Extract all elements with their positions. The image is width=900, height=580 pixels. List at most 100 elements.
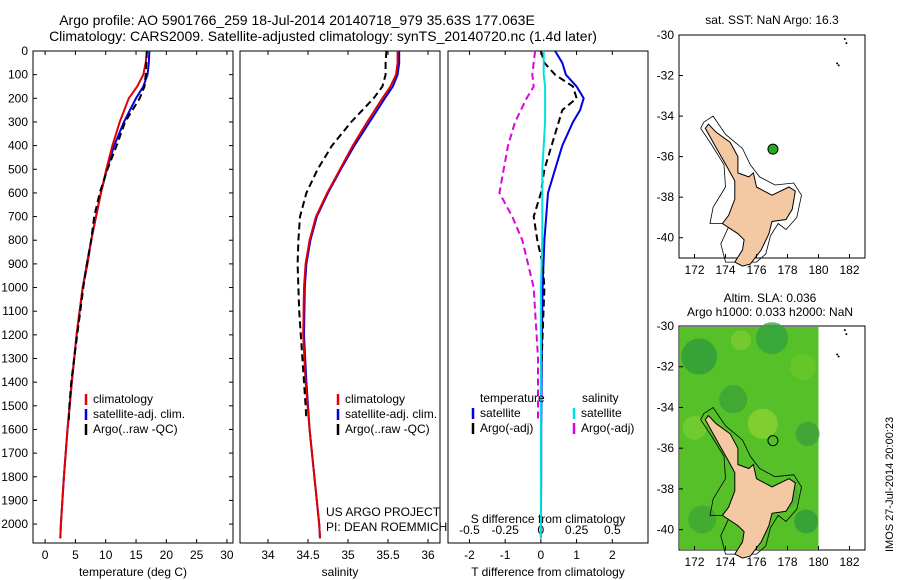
sla-anomaly-patch: [794, 509, 819, 534]
lat-tick-label: -40: [657, 523, 675, 537]
sla-anomaly-patch: [756, 322, 788, 355]
y-tick-label: 1400: [1, 375, 28, 389]
sla-anomaly-patch: [790, 353, 816, 380]
legend-entry-1: Argo(-adj): [480, 421, 533, 435]
sla-anomaly-patch: [731, 330, 751, 351]
sla-anomaly-patch: [681, 338, 718, 375]
lon-tick-label: 180: [808, 263, 828, 277]
x-axis-label: temperature (deg C): [79, 565, 187, 579]
float-position-marker: [767, 435, 779, 447]
lat-tick-label: -34: [657, 400, 675, 414]
y-tick-label: 600: [8, 186, 28, 200]
float-position-marker: [767, 143, 779, 155]
s-axis-tick-label: -0.25: [491, 523, 519, 537]
map2-islet: [837, 355, 840, 358]
x-tick-label: 30: [220, 548, 234, 562]
legend-entry-0: satellite: [480, 406, 521, 420]
legend-entry-2: satellite: [581, 406, 622, 420]
s-axis-tick-label: 0.25: [565, 523, 589, 537]
x-tick-label: 20: [160, 548, 174, 562]
lon-tick-label: 172: [684, 263, 704, 277]
legend-entry-0: climatology: [93, 392, 153, 406]
y-tick-label: 700: [8, 210, 28, 224]
lon-tick-label: 174: [715, 263, 735, 277]
x-tick-label: 35: [341, 548, 355, 562]
figure-title-line1: Argo profile: AO 5901766_259 18-Jul-2014…: [59, 12, 535, 28]
legend-header-temperature: temperature: [480, 391, 545, 405]
s-axis-tick-label: -0.5: [459, 523, 480, 537]
profile-panel-2: 34 34.5 35 35.5 36 salinity climatologysatelli…: [239, 50, 447, 579]
series-line-argo-raw-qc--2: [296, 50, 388, 421]
lon-tick-label: 182: [839, 263, 859, 277]
map1-north-island: [704, 123, 796, 267]
y-tick-label: 2000: [1, 517, 28, 531]
map1-title: sat. SST: NaN Argo: 16.3: [705, 13, 839, 27]
lon-tick-label: 178: [777, 263, 797, 277]
sla-anomaly-patch: [747, 408, 778, 439]
series-line-climatology-0: [302, 51, 399, 539]
sla-anomaly-patch: [688, 505, 717, 534]
x-tick-label: 5: [72, 548, 79, 562]
pi-label: PI: DEAN ROEMMICH: [326, 520, 447, 534]
lon-tick-label: 176: [746, 555, 766, 569]
lat-tick-label: -34: [657, 109, 675, 123]
lat-tick-label: -38: [657, 190, 675, 204]
lon-tick-label: 182: [839, 555, 859, 569]
x-tick-label: 36: [421, 548, 435, 562]
x-tick-label: 25: [190, 548, 204, 562]
x-tick-label: 2: [609, 548, 616, 562]
map2-title-line1: Altim. SLA: 0.036: [724, 291, 817, 305]
y-tick-label: 1100: [2, 304, 28, 318]
y-tick-label: 200: [8, 91, 28, 105]
y-tick-label: 0: [21, 44, 28, 58]
x-tick-label: 0: [538, 548, 545, 562]
x-axis-label: T difference from climatology: [471, 565, 625, 579]
y-tick-label: 1800: [1, 470, 28, 484]
plot-frame: [32, 50, 234, 544]
y-tick-label: 500: [8, 162, 28, 176]
map1-islet: [845, 42, 848, 45]
lat-tick-label: -36: [657, 150, 675, 164]
map2-islet: [843, 329, 846, 332]
lat-tick-label: -36: [657, 441, 675, 455]
y-tick-label: 800: [8, 233, 28, 247]
map1-islet: [843, 38, 846, 41]
profile-panel-1: 0 5 10 15 20 25 300100200300400500600700800900…: [1, 44, 234, 579]
x-tick-label: -2: [464, 548, 475, 562]
map2-title-line2: Argo h1000: 0.033 h2000: NaN: [687, 305, 853, 319]
y-tick-label: 1000: [1, 281, 28, 295]
y-tick-label: 1200: [1, 328, 28, 342]
y-tick-label: 1600: [1, 422, 28, 436]
y-tick-label: 1300: [1, 352, 28, 366]
lon-tick-label: 180: [808, 555, 828, 569]
y-tick-label: 400: [8, 139, 28, 153]
lon-tick-label: 172: [684, 555, 704, 569]
s-axis-label: S difference from climatology: [471, 512, 626, 526]
map-panel-1: 172 174 176 178 180 182 -30 -32 -34 -36 -38 -40 sat.…: [657, 13, 866, 277]
map2-shelf-contour: [700, 406, 802, 555]
imos-credit: IMOS 27-Jul-2014 20:00:23: [884, 416, 896, 552]
sla-anomaly-patch: [710, 475, 729, 494]
sla-anomaly-patch: [719, 385, 748, 414]
lat-tick-label: -32: [657, 360, 675, 374]
x-tick-label: 0: [42, 548, 49, 562]
figure-title-line2: Climatology: CARS2009. Satellite-adjuste…: [49, 28, 597, 44]
x-tick-label: 35.5: [376, 548, 400, 562]
y-tick-label: 1500: [1, 399, 28, 413]
map1-shelf-contour: [700, 115, 802, 263]
legend-entry-1: satellite-adj. clim.: [345, 407, 437, 421]
x-tick-label: 34: [261, 548, 275, 562]
plot-frame: [447, 50, 649, 544]
s-axis-tick-label: 0.5: [604, 523, 621, 537]
lat-tick-label: -32: [657, 69, 675, 83]
y-tick-label: 900: [8, 257, 28, 271]
legend-entry-2: Argo(..raw -QC): [93, 422, 178, 436]
map2-north-island: [704, 414, 796, 559]
profile-panel-3: -2 -1 0 1 2 T difference from climatology -0.5…: [447, 50, 649, 579]
series-line-climatology-0: [59, 50, 148, 539]
sla-anomaly-patch: [795, 421, 820, 446]
map2-islet: [836, 353, 839, 356]
legend-entry-0: climatology: [345, 392, 405, 406]
lat-tick-label: -30: [657, 28, 675, 42]
